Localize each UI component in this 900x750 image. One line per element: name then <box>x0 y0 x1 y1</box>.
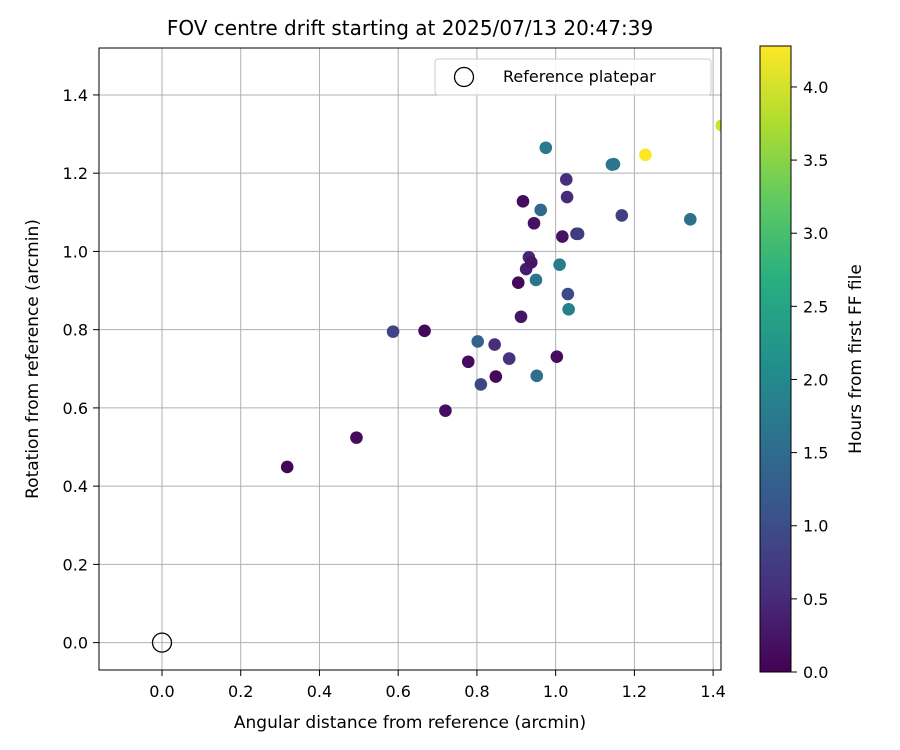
data-point <box>550 350 564 363</box>
y-tick-label: 1.4 <box>63 86 88 105</box>
y-tick-label: 0.8 <box>63 321 88 340</box>
colorbar <box>759 45 792 673</box>
plot-frame <box>98 47 722 671</box>
data-point <box>514 310 528 324</box>
y-axis-label: Rotation from reference (arcmin) <box>23 219 43 499</box>
x-tick-label: 1.4 <box>700 682 725 701</box>
data-points <box>280 119 721 474</box>
x-tick-label: 1.0 <box>543 682 568 701</box>
data-point <box>715 119 721 132</box>
legend: Reference platepar <box>434 58 712 96</box>
data-point <box>350 431 363 444</box>
y-axis-ticks: 0.0 0.2 0.4 0.6 0.8 1.0 1.2 1.4 <box>63 86 99 653</box>
x-gridlines <box>161 48 714 670</box>
reference-platepar-marker <box>151 632 173 653</box>
data-point <box>461 355 475 369</box>
legend-label: Reference platepar <box>503 67 656 86</box>
y-tick-label: 1.0 <box>63 242 88 261</box>
colorbar-tick-label: 2.0 <box>803 370 828 389</box>
colorbar-ticks: 0.0 0.5 1.0 1.5 2.0 2.5 3.0 3.5 4.0 <box>791 78 828 682</box>
data-point <box>553 258 566 272</box>
data-point <box>615 209 629 222</box>
x-tick-label: 0.2 <box>228 682 253 701</box>
x-tick-label: 0.6 <box>385 682 410 701</box>
data-point <box>502 352 516 365</box>
data-point <box>607 157 621 171</box>
data-point <box>516 195 530 208</box>
legend-box <box>434 58 712 96</box>
data-point <box>439 404 452 417</box>
data-point <box>539 141 553 155</box>
colorbar-tick-label: 0.5 <box>803 590 828 609</box>
data-point <box>556 230 569 243</box>
colorbar-tick-label: 3.0 <box>803 224 828 243</box>
data-point <box>488 338 501 351</box>
data-point <box>529 273 543 287</box>
data-point <box>571 227 585 241</box>
y-gridlines <box>99 94 721 644</box>
y-tick-label: 0.4 <box>63 477 88 496</box>
x-axis-label: Angular distance from reference (arcmin) <box>234 713 586 733</box>
data-point <box>561 287 575 301</box>
y-tick-label: 1.2 <box>63 164 88 183</box>
x-tick-label: 0.0 <box>149 682 174 701</box>
colorbar-tick-label: 3.5 <box>803 151 828 170</box>
colorbar-label: Hours from first FF file <box>846 264 866 454</box>
colorbar-tick-label: 2.5 <box>803 297 828 316</box>
data-point <box>562 303 575 316</box>
y-tick-label: 0.6 <box>63 399 88 418</box>
data-point <box>683 213 697 226</box>
data-point <box>471 335 485 348</box>
data-point <box>474 378 488 391</box>
x-tick-label: 0.8 <box>464 682 489 701</box>
colorbar-tick-label: 1.5 <box>803 444 828 463</box>
data-point <box>418 324 431 338</box>
colorbar-tick-label: 0.0 <box>803 663 828 682</box>
data-point <box>560 190 574 204</box>
data-point <box>639 148 652 162</box>
data-point <box>386 325 400 338</box>
chart-title: FOV centre drift starting at 2025/07/13 … <box>167 16 653 40</box>
y-tick-label: 0.0 <box>63 634 88 653</box>
y-tick-label: 0.2 <box>63 555 88 574</box>
colorbar-tick-label: 1.0 <box>803 517 828 536</box>
data-point <box>511 276 525 290</box>
legend-marker <box>453 66 475 88</box>
x-axis-ticks: 0.0 0.2 0.4 0.6 0.8 1.0 1.2 1.4 <box>149 670 726 701</box>
data-point <box>280 460 294 474</box>
x-tick-label: 0.4 <box>307 682 332 701</box>
x-tick-label: 1.2 <box>622 682 647 701</box>
data-point <box>530 369 544 383</box>
data-point <box>534 203 547 217</box>
data-point <box>524 256 538 269</box>
colorbar-tick-label: 4.0 <box>803 78 828 97</box>
data-point <box>527 216 541 230</box>
data-point <box>559 173 573 186</box>
data-point <box>489 370 503 383</box>
